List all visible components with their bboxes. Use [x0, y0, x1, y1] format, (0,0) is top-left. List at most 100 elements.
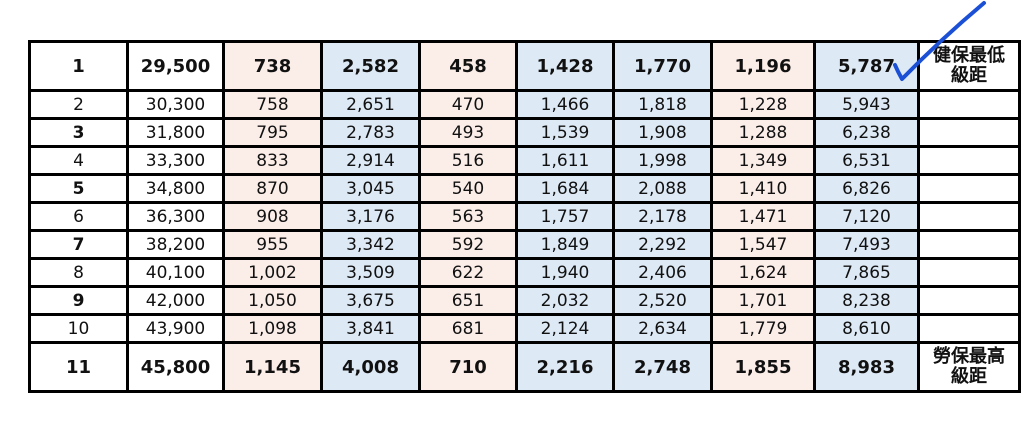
amount-cell: 1,547	[710, 229, 816, 260]
grade-number-cell: 4	[28, 145, 129, 176]
amount-cell: 1,770	[612, 40, 713, 92]
table-row: 11 45,800 1,145 4,008 710 2,216 2,748 1,855 8,98…	[28, 341, 1021, 393]
insured-salary-cell: 30,300	[126, 89, 225, 120]
grade-number-cell: 9	[28, 285, 129, 316]
amount-cell: 1,940	[515, 257, 615, 288]
amount-cell: 3,841	[320, 313, 421, 344]
table-row: 5 34,800 870 3,045 540 1,684 2,088 1,410 6,826	[28, 173, 1021, 204]
amount-cell: 1,624	[710, 257, 816, 288]
amount-cell: 2,748	[612, 341, 713, 393]
note-cell	[917, 229, 1021, 260]
amount-cell: 2,216	[515, 341, 615, 393]
amount-cell: 563	[418, 201, 518, 232]
amount-cell: 622	[418, 257, 518, 288]
amount-cell: 1,779	[710, 313, 816, 344]
amount-cell: 1,757	[515, 201, 615, 232]
table-row: 7 38,200 955 3,342 592 1,849 2,292 1,547 7,493	[28, 229, 1021, 260]
amount-cell: 1,196	[710, 40, 816, 92]
amount-cell: 1,288	[710, 117, 816, 148]
amount-cell: 470	[418, 89, 518, 120]
note-cell: 健保最低 級距	[917, 40, 1021, 92]
amount-cell: 8,983	[813, 341, 920, 393]
insured-salary-cell: 29,500	[126, 40, 225, 92]
amount-cell: 5,943	[813, 89, 920, 120]
amount-cell: 2,124	[515, 313, 615, 344]
amount-cell: 1,849	[515, 229, 615, 260]
amount-cell: 493	[418, 117, 518, 148]
amount-cell: 458	[418, 40, 518, 92]
grade-number-cell: 1	[28, 40, 129, 92]
insurance-grade-table: 1 29,500 738 2,582 458 1,428 1,770 1,196 5,787 健保…	[28, 40, 1021, 393]
amount-cell: 710	[418, 341, 518, 393]
amount-cell: 7,493	[813, 229, 920, 260]
amount-cell: 681	[418, 313, 518, 344]
grade-number-cell: 11	[28, 341, 129, 393]
amount-cell: 2,634	[612, 313, 713, 344]
amount-cell: 1,855	[710, 341, 816, 393]
table-body: 1 29,500 738 2,582 458 1,428 1,770 1,196 5,787 健保…	[28, 40, 1021, 393]
amount-cell: 8,238	[813, 285, 920, 316]
amount-cell: 651	[418, 285, 518, 316]
grade-number-cell: 7	[28, 229, 129, 260]
insured-salary-cell: 38,200	[126, 229, 225, 260]
amount-cell: 758	[222, 89, 323, 120]
note-cell	[917, 173, 1021, 204]
amount-cell: 2,292	[612, 229, 713, 260]
amount-cell: 5,787	[813, 40, 920, 92]
amount-cell: 540	[418, 173, 518, 204]
amount-cell: 516	[418, 145, 518, 176]
amount-cell: 2,582	[320, 40, 421, 92]
amount-cell: 3,675	[320, 285, 421, 316]
amount-cell: 2,783	[320, 117, 421, 148]
amount-cell: 1,684	[515, 173, 615, 204]
amount-cell: 955	[222, 229, 323, 260]
insured-salary-cell: 31,800	[126, 117, 225, 148]
amount-cell: 6,826	[813, 173, 920, 204]
amount-cell: 1,471	[710, 201, 816, 232]
table-row: 8 40,100 1,002 3,509 622 1,940 2,406 1,624 7,865	[28, 257, 1021, 288]
note-cell	[917, 285, 1021, 316]
amount-cell: 2,088	[612, 173, 713, 204]
insured-salary-cell: 36,300	[126, 201, 225, 232]
grade-number-cell: 6	[28, 201, 129, 232]
amount-cell: 908	[222, 201, 323, 232]
amount-cell: 7,865	[813, 257, 920, 288]
note-cell	[917, 145, 1021, 176]
table-row: 1 29,500 738 2,582 458 1,428 1,770 1,196 5,787 健保…	[28, 40, 1021, 92]
amount-cell: 3,342	[320, 229, 421, 260]
amount-cell: 1,998	[612, 145, 713, 176]
note-cell	[917, 313, 1021, 344]
amount-cell: 1,098	[222, 313, 323, 344]
amount-cell: 2,651	[320, 89, 421, 120]
amount-cell: 2,406	[612, 257, 713, 288]
amount-cell: 8,610	[813, 313, 920, 344]
amount-cell: 1,228	[710, 89, 816, 120]
amount-cell: 7,120	[813, 201, 920, 232]
amount-cell: 738	[222, 40, 323, 92]
amount-cell: 3,045	[320, 173, 421, 204]
insured-salary-cell: 45,800	[126, 341, 225, 393]
insured-salary-cell: 43,900	[126, 313, 225, 344]
insured-salary-cell: 33,300	[126, 145, 225, 176]
amount-cell: 1,818	[612, 89, 713, 120]
amount-cell: 1,349	[710, 145, 816, 176]
amount-cell: 2,914	[320, 145, 421, 176]
note-cell: 勞保最高 級距	[917, 341, 1021, 393]
table-row: 3 31,800 795 2,783 493 1,539 1,908 1,288 6,238	[28, 117, 1021, 148]
amount-cell: 2,520	[612, 285, 713, 316]
amount-cell: 795	[222, 117, 323, 148]
grade-number-cell: 5	[28, 173, 129, 204]
amount-cell: 3,176	[320, 201, 421, 232]
table-row: 2 30,300 758 2,651 470 1,466 1,818 1,228 5,943	[28, 89, 1021, 120]
insured-salary-cell: 40,100	[126, 257, 225, 288]
table-row: 10 43,900 1,098 3,841 681 2,124 2,634 1,779 8,61…	[28, 313, 1021, 344]
amount-cell: 1,611	[515, 145, 615, 176]
note-cell	[917, 89, 1021, 120]
amount-cell: 6,238	[813, 117, 920, 148]
grade-number-cell: 2	[28, 89, 129, 120]
amount-cell: 1,466	[515, 89, 615, 120]
amount-cell: 1,908	[612, 117, 713, 148]
amount-cell: 592	[418, 229, 518, 260]
grade-number-cell: 3	[28, 117, 129, 148]
amount-cell: 3,509	[320, 257, 421, 288]
